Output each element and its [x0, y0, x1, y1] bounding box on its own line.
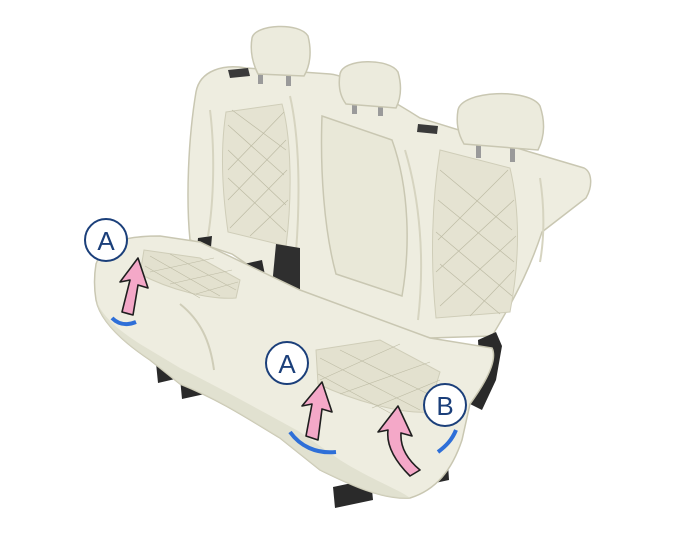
- center-armrest-panel: [320, 114, 408, 297]
- callout-b: B: [423, 383, 467, 427]
- direction-arrows: [119, 257, 421, 477]
- callout-a-left: A: [84, 218, 128, 262]
- left-cushion-quilt: [139, 249, 241, 299]
- svg-text:B: B: [436, 391, 453, 421]
- arrow-up-center: [301, 381, 333, 441]
- headrest-center: [338, 61, 402, 116]
- headrest-left: [250, 25, 311, 86]
- strap-right: [436, 429, 458, 454]
- strap-left: [110, 316, 137, 327]
- strap-center: [288, 430, 337, 455]
- left-quilt-panel: [221, 103, 291, 247]
- headrests: [250, 25, 545, 162]
- arrow-curved-right: [377, 405, 421, 477]
- arrow-up-left: [119, 257, 149, 316]
- callout-a-center: A: [265, 341, 309, 385]
- right-quilt-panel: [432, 149, 518, 319]
- headrest-right: [456, 92, 545, 162]
- svg-text:A: A: [278, 349, 296, 379]
- svg-text:A: A: [97, 226, 115, 256]
- seatback: [187, 66, 592, 339]
